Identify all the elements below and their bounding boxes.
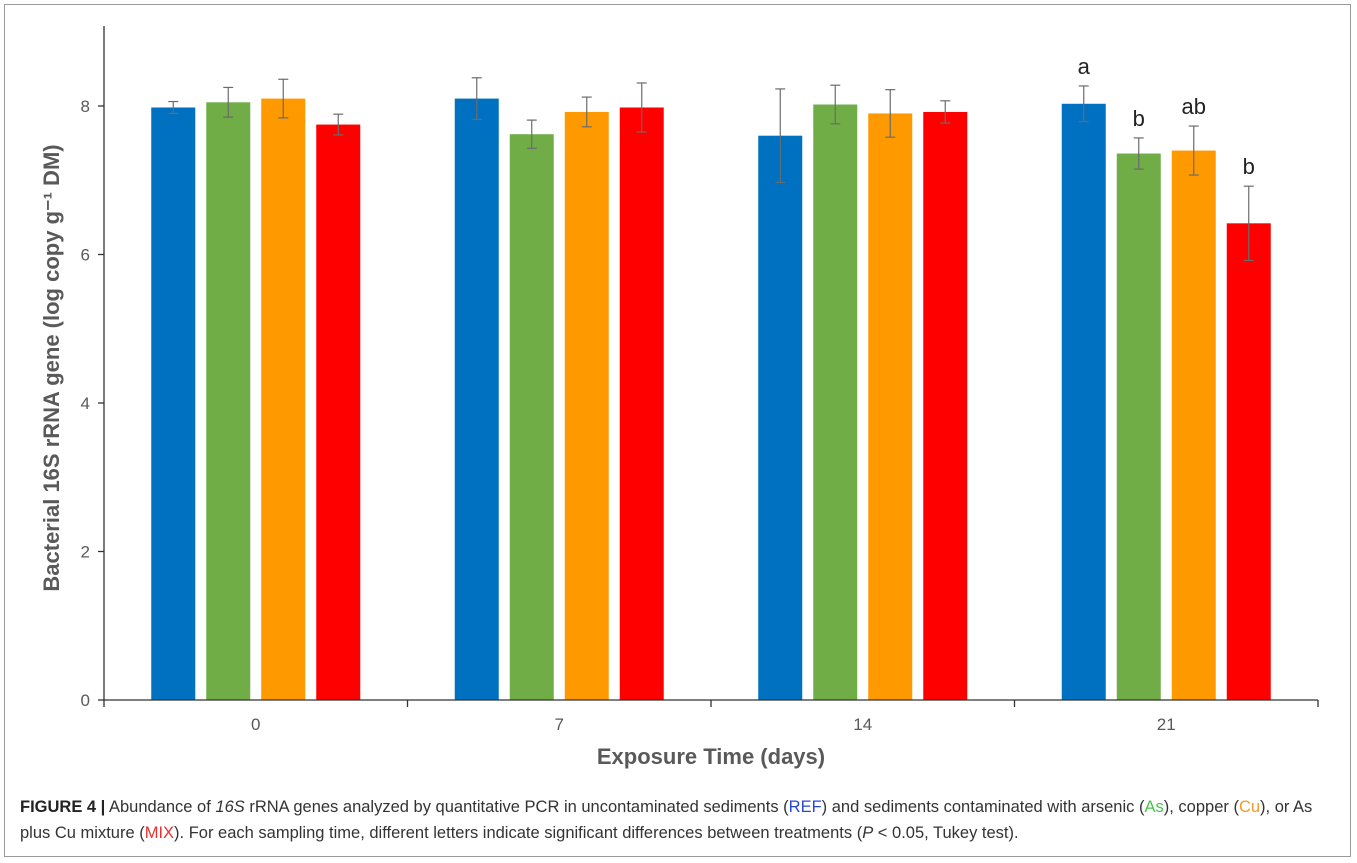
caption-mix-label: MIX (144, 824, 175, 842)
bar (509, 134, 554, 701)
significance-letter: ab (1182, 94, 1206, 119)
bar (261, 98, 306, 700)
caption-ref-label: REF (788, 798, 822, 816)
caption-cu-label: Cu (1238, 798, 1261, 816)
caption-as-label: As (1144, 798, 1164, 816)
caption-text-4: ) and sediments contaminated with arseni… (821, 798, 1145, 816)
caption-text-3: rRNA genes analyzed by quantitative PCR … (244, 798, 789, 816)
caption-gene-name: 16S (215, 798, 245, 816)
y-axis-title: Bacterial 16S rRNA gene (log copy g⁻¹ DM… (39, 144, 64, 591)
caption-p-symbol: P (862, 824, 874, 842)
bar (619, 107, 664, 701)
bar (758, 135, 803, 700)
bar (868, 113, 913, 701)
x-tick-label: 7 (555, 715, 564, 734)
bar (151, 107, 196, 701)
significance-letter: b (1243, 154, 1255, 179)
caption-text-7: ). For each sampling time, different let… (174, 824, 863, 842)
x-axis-title: Exposure Time (days) (597, 744, 825, 769)
y-tick-label: 0 (81, 691, 90, 710)
figure-label: FIGURE 4 | (20, 798, 106, 816)
y-tick-label: 8 (81, 97, 90, 116)
x-tick-label: 14 (853, 715, 872, 734)
caption-text-8: < 0.05, Tukey test). (873, 824, 1019, 842)
bar (206, 102, 251, 701)
figure-caption: FIGURE 4 | Abundance of 16S rRNA genes a… (20, 794, 1340, 846)
bar (454, 98, 499, 700)
y-tick-label: 2 (81, 543, 90, 562)
significance-letter: b (1133, 106, 1145, 131)
caption-text-5: ), copper ( (1163, 798, 1239, 816)
bar (1226, 223, 1271, 700)
bar (813, 104, 858, 700)
x-tick-label: 21 (1157, 715, 1176, 734)
x-tick-label: 0 (251, 715, 260, 734)
significance-letter: a (1078, 54, 1091, 79)
bar (1171, 150, 1216, 701)
y-tick-label: 6 (81, 246, 90, 265)
bar (564, 111, 609, 700)
bar (316, 124, 361, 700)
axes-layer (98, 26, 1319, 707)
bars-layer (151, 98, 1271, 701)
bar (1061, 103, 1106, 700)
caption-text-6: ), or As plus Cu mixture ( (20, 798, 1313, 842)
bar (923, 111, 968, 700)
bar (1116, 153, 1161, 700)
error-bars-layer (168, 77, 1254, 262)
y-tick-label: 4 (81, 394, 90, 413)
caption-text-1: Abundance of (105, 798, 216, 816)
